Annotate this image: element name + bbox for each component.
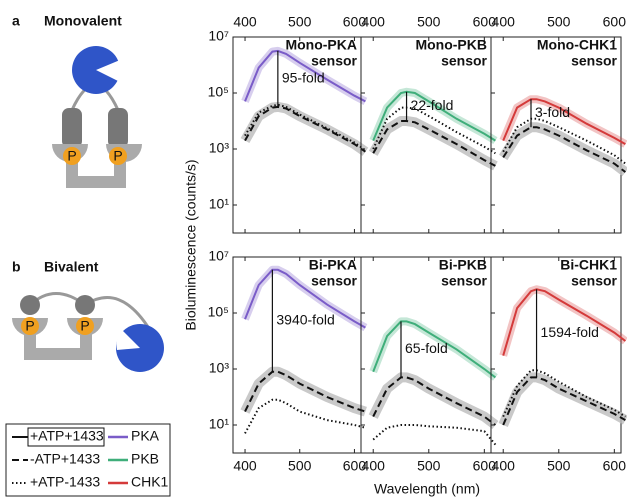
y-tick-label: 10¹ bbox=[209, 196, 230, 212]
y-tick-label: 10⁵ bbox=[208, 304, 229, 320]
legend-label: CHK1 bbox=[131, 474, 169, 490]
chart-title: Mono-PKA bbox=[285, 37, 357, 53]
panel-name: Bivalent bbox=[44, 259, 99, 275]
confidence-band bbox=[503, 377, 625, 425]
fold-label: 95-fold bbox=[282, 70, 325, 86]
panel-label: a bbox=[12, 13, 20, 29]
phospho-label: P bbox=[67, 148, 76, 164]
x-tick-label: 500 bbox=[417, 458, 441, 474]
legend-label: +ATP-1433 bbox=[30, 474, 100, 490]
legend-label: +ATP+1433 bbox=[30, 428, 104, 444]
figure: a Monovalent b Bivalent P P P P Biolumin… bbox=[0, 0, 627, 501]
x-axis-label: Wavelength (nm) bbox=[374, 481, 480, 497]
x-tick-label: 500 bbox=[417, 14, 441, 30]
legend-label: PKA bbox=[131, 428, 160, 444]
x-tick-label: 400 bbox=[492, 458, 516, 474]
phospho-label: P bbox=[113, 148, 122, 164]
x-tick-label: 400 bbox=[362, 14, 386, 30]
domain bbox=[20, 295, 40, 315]
chart-title: Bi-PKA bbox=[309, 257, 357, 273]
monovalent-diagram: P P bbox=[48, 46, 142, 188]
x-tick-label: 500 bbox=[288, 458, 312, 474]
x-tick-label: 500 bbox=[547, 14, 571, 30]
fold-label: 65-fold bbox=[405, 340, 448, 356]
x-tick-label: 500 bbox=[288, 14, 312, 30]
y-tick-label: 10³ bbox=[209, 360, 230, 376]
legend-label: PKB bbox=[131, 451, 159, 467]
chart-title: Mono-PKB bbox=[415, 37, 487, 53]
chart-title: Bi-PKB bbox=[439, 257, 487, 273]
x-tick-label: 500 bbox=[547, 458, 571, 474]
chart-subtitle: sensor bbox=[441, 273, 487, 289]
x-tick-label: 600 bbox=[603, 14, 627, 30]
chart-subtitle: sensor bbox=[441, 53, 487, 69]
series-line bbox=[373, 425, 495, 445]
y-tick-label: 10¹ bbox=[209, 416, 230, 432]
y-tick-label: 10⁷ bbox=[208, 28, 229, 44]
chart-subtitle: sensor bbox=[311, 273, 357, 289]
fold-label: 3940-fold bbox=[276, 311, 334, 327]
panel-label: b bbox=[12, 259, 21, 275]
y-tick-label: 10³ bbox=[209, 140, 230, 156]
chart-title: Bi-CHK1 bbox=[560, 257, 617, 273]
x-tick-label: 600 bbox=[603, 458, 627, 474]
x-tick-label: 400 bbox=[362, 458, 386, 474]
panel-name: Monovalent bbox=[44, 13, 122, 29]
fold-label: 1594-fold bbox=[541, 324, 599, 340]
domain bbox=[62, 108, 82, 148]
bivalent-diagram: P P bbox=[12, 294, 164, 373]
phospho-label: P bbox=[25, 318, 34, 334]
x-tick-label: 400 bbox=[492, 14, 516, 30]
fold-label: 22-fold bbox=[411, 97, 454, 113]
chart-subtitle: sensor bbox=[571, 53, 617, 69]
chart-title: Mono-CHK1 bbox=[537, 37, 617, 53]
y-tick-label: 10⁵ bbox=[208, 84, 229, 100]
chart-subtitle: sensor bbox=[571, 273, 617, 289]
domain bbox=[75, 295, 95, 315]
scaffold bbox=[24, 330, 92, 360]
confidence-band bbox=[503, 289, 625, 355]
y-axis-label: Bioluminescence (counts/s) bbox=[183, 159, 199, 330]
fold-label: 3-fold bbox=[535, 104, 570, 120]
phospho-label: P bbox=[80, 318, 89, 334]
x-tick-label: 400 bbox=[233, 458, 257, 474]
x-tick-label: 400 bbox=[233, 14, 257, 30]
legend-label: -ATP+1433 bbox=[30, 451, 100, 467]
chart-subtitle: sensor bbox=[311, 53, 357, 69]
domain bbox=[108, 108, 128, 148]
y-tick-label: 10⁷ bbox=[208, 248, 229, 264]
